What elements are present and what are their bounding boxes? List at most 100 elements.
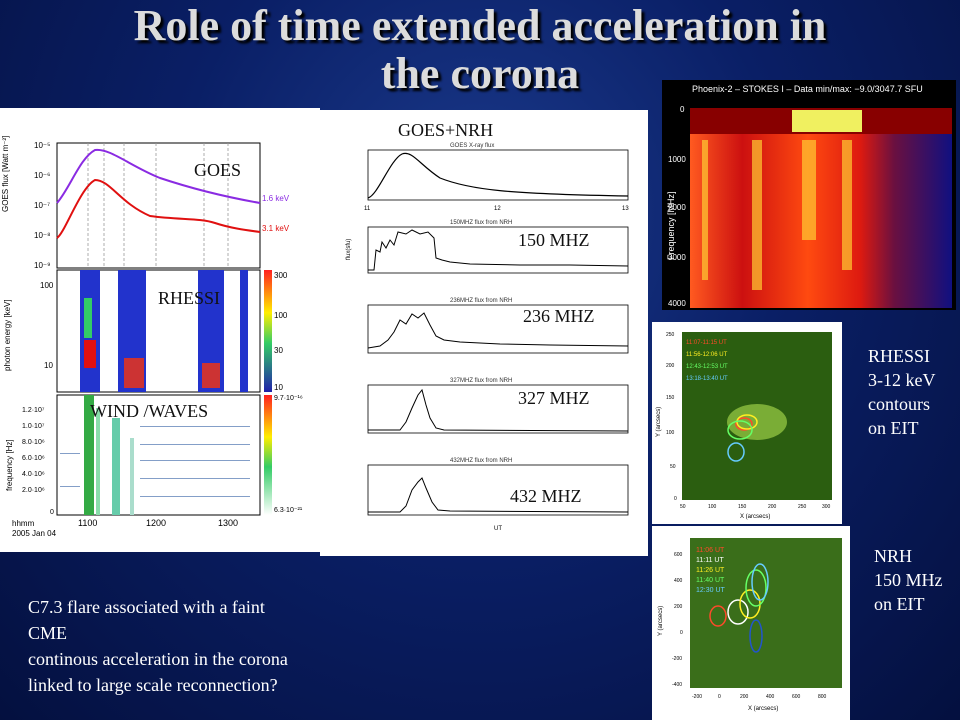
y-axis-label: flux(sfu) — [346, 239, 352, 260]
subplot-title: 150MHZ flux from NRH — [450, 220, 512, 226]
subplot-goes: GOES X-ray flux — [367, 143, 629, 201]
caption-line: RHESSI — [868, 346, 931, 366]
nrh-eit-caption: NRH 150 MHz on EIT — [874, 544, 943, 616]
goes-tick: 10⁻⁶ — [34, 171, 50, 180]
phoenix-svg: Phoenix-2 – STOKES I – Data min/max: −9.… — [666, 84, 952, 308]
x-tick: 13 — [622, 206, 629, 212]
title-line-2: the corona — [380, 49, 580, 98]
nrh-time: 11:26 UT — [696, 567, 725, 574]
rhessi-colorbar — [264, 270, 272, 392]
title-line-1: Role of time extended acceleration in — [133, 1, 827, 50]
goes-label: GOES — [194, 160, 242, 180]
caption-line: 3-12 keV — [868, 370, 936, 390]
goes-nrh-header: GOES+NRH — [398, 120, 494, 140]
goes-vertical-lines — [87, 143, 229, 268]
rhessi-tick: 100 — [40, 281, 54, 290]
goes-curve-3-1kev — [56, 178, 261, 239]
nrh-eit-image: 11:06 UT 11:11 UT 11:26 UT 11:40 UT 12:3… — [652, 526, 850, 720]
label-432mhz: 432 MHZ — [510, 486, 582, 506]
subplot-title: GOES X-ray flux — [450, 143, 494, 149]
rhessi-cbar-tick: 100 — [274, 311, 288, 320]
phoenix-title: Phoenix-2 – STOKES I – Data min/max: −9.… — [692, 84, 923, 94]
rhessi-eit-y-tick: 250 — [666, 332, 675, 338]
rhessi-eit-y-tick: 50 — [670, 464, 676, 470]
subplot-150mhz: 150MHZ flux from NRH — [367, 220, 629, 274]
nrh-eit-x-label: X (arcsecs) — [748, 706, 778, 712]
nrh-contours — [709, 563, 769, 653]
nrh-eit-x-tick: 600 — [792, 694, 801, 700]
phoenix-spectrogram: Phoenix-2 – STOKES I – Data min/max: −9.… — [662, 80, 956, 310]
nrh-eit-x-tick: 400 — [766, 694, 775, 700]
nrh-time: 12:30 UT — [696, 587, 726, 594]
nrh-eit-y-tick: -200 — [672, 656, 682, 662]
nrh-time: 11:06 UT — [696, 547, 725, 554]
wind-cbar-tick: 9.7·10⁻¹⁶ — [274, 395, 303, 402]
phoenix-y-label: Frequency [MHz] — [666, 191, 676, 260]
goes-curve-1-6kev — [56, 148, 261, 204]
time-tick: 1200 — [146, 518, 166, 528]
subplot-title: 327MHZ flux from NRH — [450, 378, 512, 384]
subplot-title: 432MHZ flux from NRH — [450, 458, 512, 464]
goes-y-axis-label: GOES flux [Watt m⁻²] — [1, 136, 10, 212]
nrh-eit-y-label: Y (arcsecs) — [658, 606, 664, 636]
wind-waves-label: WIND /WAVES — [90, 401, 209, 421]
left-plot-svg: GOES flux [Watt m⁻²] 10⁻⁵ 10⁻⁶ 10⁻⁷ 10⁻⁸… — [1, 136, 303, 538]
nrh-eit-svg: 11:06 UT 11:11 UT 11:26 UT 11:40 UT 12:3… — [658, 538, 842, 712]
phoenix-y-tick: 4000 — [668, 299, 686, 308]
rhessi-eit-x-label: X (arcsecs) — [740, 514, 770, 520]
rhessi-eit-x-tick: 250 — [798, 504, 807, 510]
nrh-eit-x-tick: 0 — [718, 694, 721, 700]
rhessi-time: 11:07-11:15 UT — [686, 340, 727, 346]
rhessi-time: 12:43-12:53 UT — [686, 364, 728, 370]
wind-y-axis-label: frequency [Hz] — [5, 439, 14, 491]
subplot-327mhz: 327MHZ flux from NRH — [367, 378, 629, 434]
wind-tick: 4.0·10⁶ — [22, 471, 45, 478]
date-label: 2005 Jan 04 — [12, 529, 57, 538]
nrh-eit-x-tick: 200 — [740, 694, 749, 700]
rhessi-spectrogram — [80, 270, 248, 392]
rhessi-cbar-tick: 300 — [274, 271, 288, 280]
summary-line: C7.3 flare associated with a faint — [28, 597, 265, 617]
nrh-eit-y-tick: -400 — [672, 682, 682, 688]
nrh-eit-y-tick: 0 — [680, 630, 683, 636]
rhessi-eit-y-tick: 0 — [674, 496, 677, 502]
subplot-236mhz: 236MHZ flux from NRH — [367, 298, 629, 354]
phoenix-y-tick: 1000 — [668, 155, 686, 164]
goes-tick: 10⁻⁸ — [34, 231, 51, 240]
phoenix-image — [690, 108, 952, 308]
rhessi-eit-caption: RHESSI 3-12 keV contours on EIT — [868, 344, 935, 440]
rhessi-time: 11:56-12:06 UT — [686, 352, 728, 358]
caption-line: contours — [868, 394, 930, 414]
rhessi-contours — [727, 414, 758, 462]
rhessi-cbar-tick: 30 — [274, 346, 283, 355]
nrh-eit-x-tick: 800 — [818, 694, 827, 700]
summary-line: CME — [28, 623, 68, 643]
rhessi-eit-y-label: Y (arcsecs) — [656, 407, 662, 437]
caption-line: on EIT — [874, 594, 925, 614]
time-tick: 1300 — [218, 518, 238, 528]
phoenix-streaks — [702, 140, 852, 290]
x-axis-label: UT — [494, 526, 502, 532]
time-tick: 1100 — [78, 518, 97, 528]
wind-spectrogram — [60, 395, 250, 515]
label-150mhz: 150 MHZ — [518, 230, 590, 250]
wind-tick: 1.2·10⁷ — [22, 407, 45, 414]
left-stacked-plot: GOES flux [Watt m⁻²] 10⁻⁵ 10⁻⁶ 10⁻⁷ 10⁻⁸… — [0, 108, 320, 552]
x-tick: 12 — [494, 206, 501, 212]
rhessi-eit-x-tick: 300 — [822, 504, 831, 510]
rhessi-eit-y-tick: 100 — [666, 430, 675, 436]
wind-colorbar — [264, 395, 272, 515]
goes-legend-1-6kev: 1.6 keV — [262, 194, 290, 203]
nrh-eit-y-tick: 200 — [674, 604, 683, 610]
goes-legend-3-1kev: 3.1 keV — [262, 224, 290, 233]
goes-tick: 10⁻⁷ — [34, 201, 50, 210]
rhessi-eit-x-tick: 50 — [680, 504, 686, 510]
rhessi-cbar-tick: 10 — [274, 383, 283, 392]
phoenix-y-tick: 0 — [680, 105, 685, 114]
rhessi-eit-x-tick: 100 — [708, 504, 717, 510]
wind-tick: 6.0·10⁶ — [22, 455, 45, 462]
wind-tick: 8.0·10⁶ — [22, 439, 45, 446]
time-axis-label: hhmm — [12, 519, 35, 528]
wind-tick: 0 — [50, 509, 54, 516]
subplot-432mhz: 432MHZ flux from NRH — [367, 458, 629, 516]
